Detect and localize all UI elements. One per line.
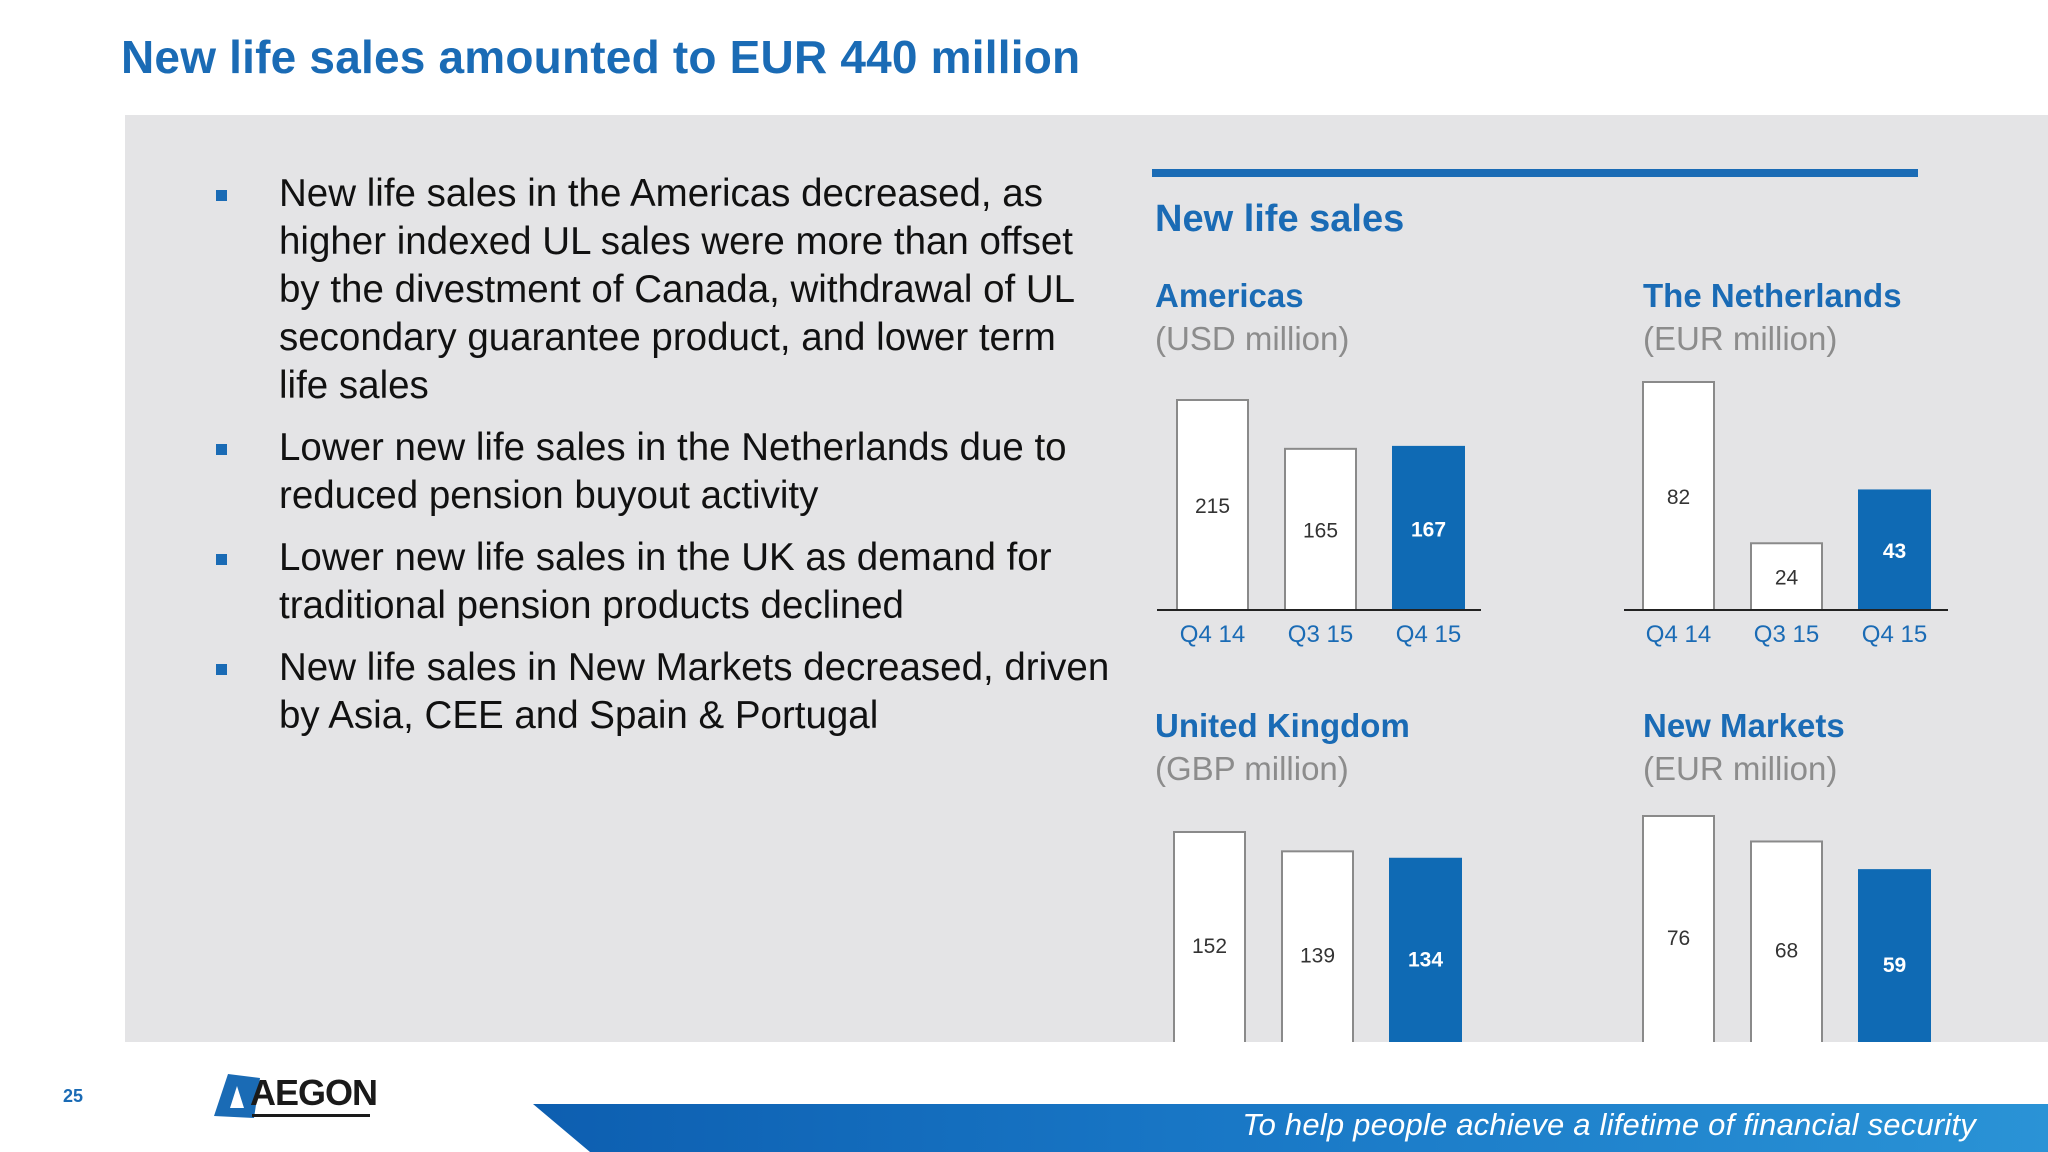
aegon-logo: AEGON [214, 1068, 378, 1120]
bullet-item: Lower new life sales in the UK as demand… [212, 534, 1112, 630]
aegon-logo-mark-icon [214, 1074, 260, 1118]
bullet-text: New life sales in New Markets decreased,… [279, 646, 1110, 737]
bar-value-label: 165 [1303, 519, 1338, 542]
slide-title: New life sales amounted to EUR 440 milli… [121, 31, 1081, 83]
bar [1176, 399, 1249, 611]
tagline: To help people achieve a lifetime of fin… [1242, 1107, 1976, 1142]
bar [1173, 831, 1246, 1059]
bar [1389, 857, 1462, 1060]
bar-value-label: 152 [1192, 935, 1227, 958]
bullet-list: New life sales in the Americas decreased… [212, 170, 1112, 754]
category-tick-label: Q4 15 [1862, 621, 1927, 648]
square-bullet-icon [216, 190, 227, 201]
bar-value-label: 24 [1775, 567, 1799, 590]
charts-section-title: New life sales [1155, 198, 1405, 240]
bar-value-label: 76 [1667, 927, 1690, 950]
square-bullet-icon [216, 664, 227, 675]
square-bullet-icon [216, 554, 227, 565]
category-tick-label: Q4 14 [1180, 621, 1245, 648]
bar [1858, 869, 1931, 1060]
bar [1642, 381, 1715, 611]
bullet-item: New life sales in New Markets decreased,… [212, 644, 1112, 740]
bullet-item: New life sales in the Americas decreased… [212, 170, 1112, 410]
category-tick-label: Q3 15 [1288, 621, 1353, 648]
category-tick-label: Q4 15 [1396, 621, 1461, 648]
square-bullet-icon [216, 444, 227, 455]
logo-underline [252, 1114, 370, 1117]
chart-unit-label: (EUR million) [1643, 320, 1837, 357]
bar-value-label: 134 [1408, 948, 1443, 971]
chart-title: Americas [1155, 277, 1304, 314]
bullet-text: Lower new life sales in the Netherlands … [279, 426, 1067, 517]
bar-value-label: 68 [1775, 940, 1798, 963]
logo-text: AEGON [250, 1072, 378, 1113]
chart-title: New Markets [1643, 707, 1845, 744]
chart-unit-label: (EUR million) [1643, 750, 1837, 787]
bar [1750, 840, 1823, 1060]
bar [1392, 445, 1465, 611]
bar-value-label: 82 [1667, 486, 1690, 509]
bar-value-label: 43 [1883, 540, 1906, 563]
footer-tagline-bar [533, 1104, 2048, 1152]
page-number: 25 [63, 1086, 84, 1106]
bar-value-label: 215 [1195, 495, 1230, 518]
bar [1642, 815, 1715, 1059]
bullet-text: New life sales in the Americas decreased… [279, 172, 1074, 407]
bar-value-label: 167 [1411, 518, 1446, 541]
bar-value-label: 59 [1883, 954, 1906, 977]
chart-unit-label: (USD million) [1155, 320, 1349, 357]
chart-title: The Netherlands [1643, 277, 1902, 314]
category-tick-label: Q4 14 [1646, 621, 1711, 648]
bullet-item: Lower new life sales in the Netherlands … [212, 424, 1112, 520]
bullet-text: Lower new life sales in the UK as demand… [279, 536, 1052, 627]
bar [1750, 542, 1823, 612]
category-tick-label: Q3 15 [1754, 621, 1819, 648]
chart-unit-label: (GBP million) [1155, 750, 1349, 787]
bar-value-label: 139 [1300, 945, 1335, 968]
chart-title: United Kingdom [1155, 707, 1410, 744]
section-accent-rule [1152, 169, 1918, 177]
bar [1858, 489, 1931, 611]
bar [1281, 850, 1354, 1059]
content-panel [125, 115, 2048, 1042]
